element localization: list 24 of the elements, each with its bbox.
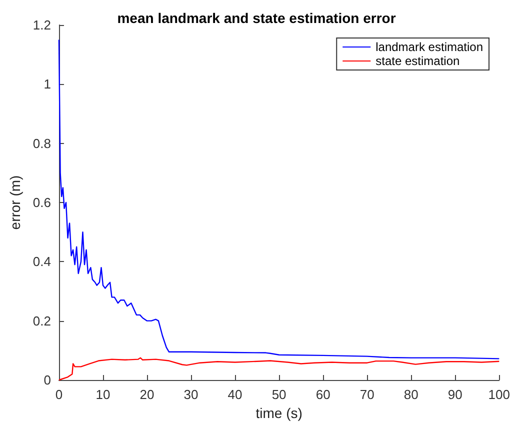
y-tick-label: 0.4 bbox=[32, 254, 51, 270]
x-tick-label: 0 bbox=[55, 387, 63, 402]
legend-label: state estimation bbox=[376, 54, 460, 68]
y-tick-label: 1 bbox=[44, 76, 51, 92]
x-tick-label: 20 bbox=[140, 387, 154, 402]
x-tick-label: 100 bbox=[488, 387, 510, 402]
x-tick-label: 50 bbox=[272, 387, 286, 402]
y-tick-label: 0 bbox=[44, 372, 51, 388]
y-axis-title: error (m) bbox=[7, 175, 23, 230]
y-tick-label: 0.6 bbox=[32, 195, 51, 210]
line-series bbox=[58, 39, 500, 360]
x-tick-label: 90 bbox=[448, 387, 462, 402]
x-tick-label: 60 bbox=[316, 387, 330, 402]
legend-label: landmark estimation bbox=[376, 40, 484, 54]
x-tick-label: 30 bbox=[184, 387, 198, 402]
x-axis-title: time (s) bbox=[256, 404, 302, 421]
x-tick-label: 80 bbox=[404, 387, 418, 402]
chart-title: mean landmark and state estimation error bbox=[117, 10, 396, 26]
x-tick-label: 10 bbox=[96, 387, 110, 402]
x-tick-label: 40 bbox=[228, 387, 242, 402]
y-tick-label: 0.8 bbox=[32, 136, 51, 151]
y-tick-label: 0.2 bbox=[32, 313, 51, 328]
y-tick-label: 1.2 bbox=[32, 18, 51, 32]
x-tick-label: 70 bbox=[360, 387, 374, 402]
